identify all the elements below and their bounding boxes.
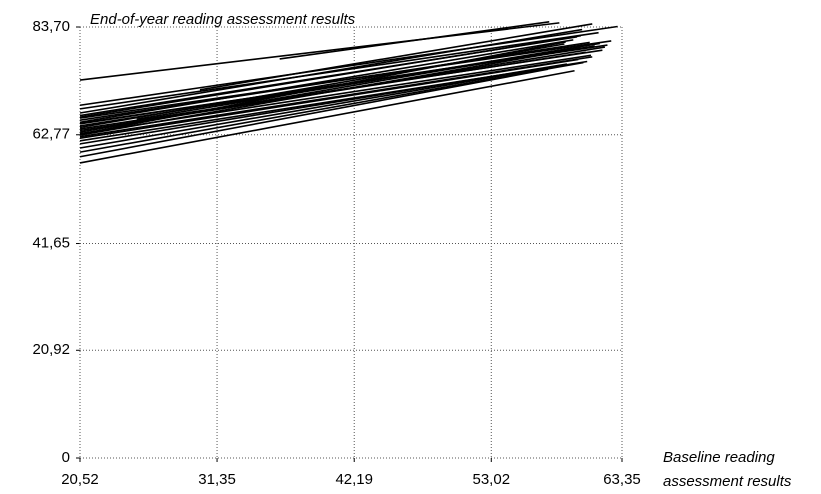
line-series: [79, 31, 599, 110]
x-axis-label: assessment results: [663, 473, 792, 490]
y-tick-label: 20,92: [32, 341, 70, 358]
x-tick-label: 20,52: [61, 471, 99, 488]
chart-title: End-of-year reading assessment results: [90, 11, 356, 28]
line-series: [79, 61, 584, 153]
x-tick-label: 53,02: [473, 471, 511, 488]
line-series: [79, 68, 549, 158]
line-series: [79, 22, 560, 81]
line-series: [79, 63, 568, 145]
line-series: [79, 25, 618, 107]
line-series: [79, 41, 590, 121]
line-series: [136, 42, 600, 120]
y-tick-label: 83,70: [32, 18, 70, 35]
y-tick-label: 62,77: [32, 126, 70, 143]
y-tick-label: 0: [62, 449, 70, 466]
line-series: [79, 28, 583, 114]
x-tick-label: 31,35: [198, 471, 236, 488]
line-series: [79, 39, 574, 124]
line-series: [79, 41, 566, 135]
line-series: [279, 21, 550, 60]
x-tick-label: 63,35: [603, 471, 641, 488]
line-series: [79, 34, 582, 118]
y-tick-label: 41,65: [32, 234, 70, 251]
line-series: [79, 58, 579, 140]
x-axis-label: Baseline reading: [663, 449, 775, 466]
line-series: [79, 65, 555, 149]
line-series: [79, 69, 575, 164]
x-tick-label: 42,19: [335, 471, 373, 488]
